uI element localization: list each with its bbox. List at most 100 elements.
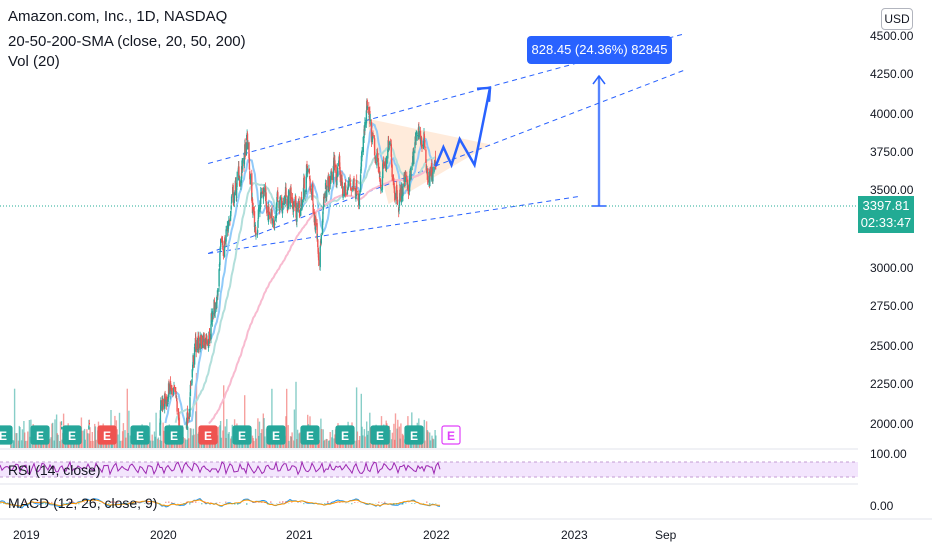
macd-histogram-bar: [285, 501, 287, 503]
time-tick-label: 2022: [423, 528, 450, 542]
candle-body: [257, 209, 260, 219]
volume-bar: [219, 421, 222, 448]
candle-body: [372, 133, 374, 137]
candle-body: [404, 172, 406, 182]
candle-body: [189, 397, 191, 417]
candle-body: [252, 207, 254, 212]
symbol-title[interactable]: Amazon.com, Inc., 1D, NASDAQ: [8, 8, 228, 25]
volume-bar: [296, 429, 299, 448]
earnings-marker-label: E: [447, 429, 455, 443]
price-tick-label: 4250.00: [870, 67, 914, 81]
volume-bar: [432, 439, 435, 448]
volume-bar: [24, 440, 27, 448]
candle-body: [357, 193, 359, 201]
candle-body: [415, 133, 418, 134]
volume-bar: [88, 433, 90, 448]
time-axis[interactable]: 2019 2020 2021 2022 2023 Sep: [13, 528, 677, 542]
sma-indicator-legend[interactable]: 20-50-200-SMA (close, 20, 50, 200): [8, 33, 246, 50]
candle-body: [393, 186, 396, 193]
candle-body: [377, 159, 379, 161]
volume-bar: [223, 385, 225, 448]
candle-body: [287, 196, 289, 209]
candle-body: [249, 175, 252, 181]
candle-body: [276, 197, 278, 208]
macd-histogram-bar: [270, 501, 272, 503]
rsi-legend[interactable]: RSI (14, close): [8, 462, 101, 478]
volume-bar: [219, 425, 221, 448]
candle-body: [217, 288, 219, 296]
earnings-marker: [0, 425, 13, 445]
volume-bar: [28, 420, 31, 448]
macd-histogram-bar: [102, 502, 104, 503]
candle-body: [61, 426, 63, 430]
volume-bar: [291, 432, 293, 448]
candle-body: [398, 198, 401, 206]
candle-body: [227, 225, 230, 229]
macd-legend[interactable]: MACD (12, 26, close, 9): [8, 495, 158, 511]
candle-body: [214, 302, 216, 314]
volume-bar: [124, 430, 126, 448]
volume-bar: [424, 440, 426, 448]
candle-body: [289, 192, 291, 207]
candle-body: [282, 202, 284, 205]
candle-body: [394, 193, 396, 201]
volume-bar: [257, 418, 259, 448]
volume-bar: [254, 428, 257, 448]
macd-histogram-bar: [369, 503, 371, 505]
volume-bar: [121, 431, 124, 448]
volume-bar: [187, 426, 189, 448]
measure-label[interactable]: 828.45 (24.36%) 82845: [527, 36, 672, 64]
candle-body: [291, 197, 294, 209]
volume-bar: [191, 435, 194, 448]
candle-body: [174, 387, 177, 392]
candle-body: [387, 149, 389, 159]
candle-body: [191, 379, 193, 385]
candle-body: [238, 166, 240, 178]
volume-bar: [153, 431, 156, 448]
candle-body: [271, 209, 273, 221]
macd-signal-line: [0, 499, 440, 507]
macd-histogram-bar: [54, 503, 56, 505]
volume-bar: [21, 429, 24, 448]
candle-body: [334, 160, 336, 168]
trend-channel: [208, 33, 685, 254]
volume-bar: [263, 418, 265, 448]
macd-histogram-bar: [228, 503, 230, 505]
candle-body: [385, 156, 388, 170]
candle-body: [166, 399, 169, 407]
candle-body: [305, 176, 307, 193]
volume-bar: [398, 426, 401, 448]
price-axis[interactable]: 4500.00 4250.00 4000.00 3750.00 3500.00 …: [870, 29, 914, 513]
currency-button[interactable]: USD: [881, 8, 913, 30]
volume-bar: [119, 440, 121, 448]
candle-body: [219, 252, 221, 265]
macd-histogram-bar: [201, 503, 203, 505]
macd-histogram-bar: [45, 503, 47, 505]
volume-bar: [402, 435, 404, 448]
macd-histogram-bar: [231, 503, 233, 504]
candle-body: [241, 158, 244, 170]
volume-bar: [184, 439, 187, 448]
volume-bar: [54, 419, 56, 448]
volume-indicator-legend[interactable]: Vol (20): [8, 53, 60, 70]
candle-body: [353, 178, 355, 190]
volume-bar: [91, 432, 93, 448]
candle-body: [255, 234, 257, 236]
volume-bar: [355, 387, 358, 448]
macd-histogram-bar: [204, 501, 206, 503]
candle-body: [160, 400, 162, 411]
volume-bar: [220, 437, 223, 448]
candle-body: [88, 425, 90, 430]
macd-histogram-bar: [234, 503, 236, 505]
candle-body: [271, 219, 274, 224]
volume-bar: [331, 430, 334, 448]
candle-body: [225, 229, 227, 242]
candle-body: [365, 110, 368, 124]
measure-tool[interactable]: [592, 74, 606, 207]
candle-body: [229, 215, 232, 220]
volume-bar: [122, 423, 125, 448]
volume-bar: [86, 429, 88, 448]
candle-body: [301, 200, 303, 206]
volume-bar: [83, 430, 85, 448]
